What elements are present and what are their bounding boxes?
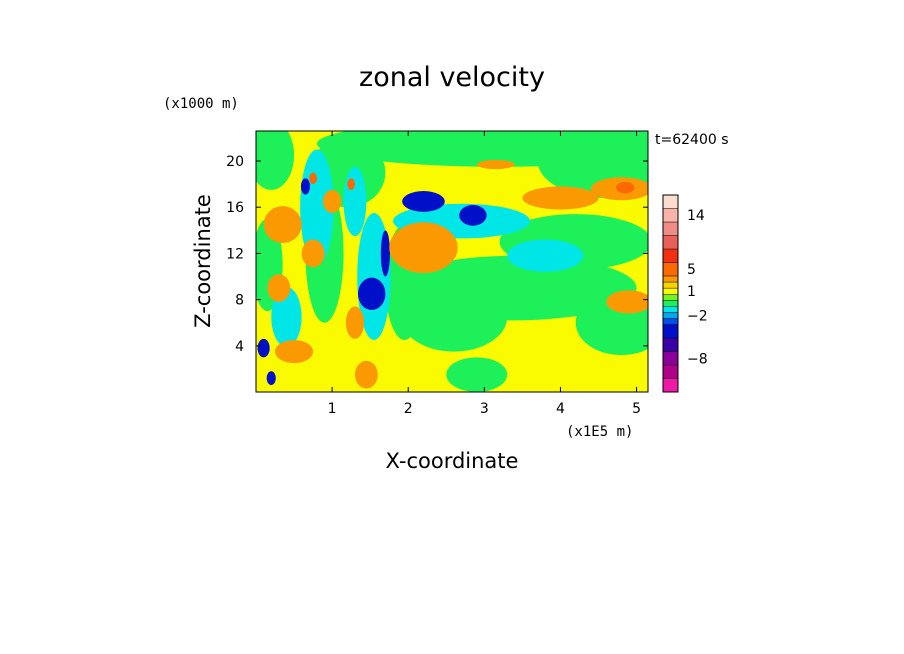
field-region-orange bbox=[263, 206, 302, 244]
colorbar bbox=[662, 194, 679, 393]
colorbar-band bbox=[662, 262, 679, 277]
x-axis-ticks: 1 2 3 4 5 bbox=[328, 131, 641, 417]
x-axis-label: X-coordinate bbox=[386, 449, 519, 473]
field-region-cyan bbox=[300, 149, 334, 265]
colorbar-band bbox=[662, 281, 679, 289]
colorbar-tick-label: −2 bbox=[687, 308, 708, 324]
field-region-blue bbox=[357, 277, 386, 311]
colorbar-tick-label: −8 bbox=[687, 351, 708, 367]
colorbar-band bbox=[662, 324, 679, 339]
field-region-blue bbox=[380, 230, 390, 277]
x-tick-label: 1 bbox=[328, 401, 337, 417]
x-tick-label: 3 bbox=[480, 401, 489, 417]
field-region-orange bbox=[522, 186, 599, 210]
field-region-blue bbox=[402, 191, 445, 212]
y-tick-label: 16 bbox=[226, 200, 244, 216]
colorbar-band bbox=[662, 318, 679, 325]
field-region-blue bbox=[266, 371, 276, 386]
y-tick-label: 8 bbox=[235, 293, 244, 309]
field-region-green bbox=[400, 282, 508, 352]
colorbar-band bbox=[662, 364, 679, 379]
field-region-orange bbox=[606, 290, 648, 314]
colorbar-band bbox=[662, 248, 679, 263]
colorbar-band bbox=[662, 351, 679, 366]
field-region-red bbox=[616, 181, 635, 194]
field-region-blue bbox=[257, 338, 270, 358]
field-region-orange bbox=[345, 306, 365, 339]
field-region-orange bbox=[267, 274, 291, 302]
field-region-orange bbox=[476, 159, 515, 170]
field-region-green bbox=[446, 357, 508, 392]
colorbar-frame bbox=[662, 194, 679, 393]
plot-frame bbox=[255, 130, 649, 393]
field-region-red bbox=[309, 172, 317, 185]
time-label: t=62400 s bbox=[655, 132, 729, 148]
field-region-orange bbox=[301, 239, 325, 268]
colorbar-band bbox=[662, 221, 679, 236]
field-region-blue bbox=[459, 204, 487, 226]
y-axis-label: Z-coordinate bbox=[191, 194, 215, 328]
x-tick-label: 2 bbox=[404, 401, 413, 417]
field-region-orange bbox=[389, 222, 458, 274]
chart-title: zonal velocity bbox=[359, 62, 545, 93]
colorbar-labels: 14 5 1 −2 −8 bbox=[687, 208, 708, 367]
x-tick-label: 5 bbox=[632, 401, 641, 417]
colorbar-tick-label: 5 bbox=[687, 262, 696, 278]
y-unit-label: (x1000 m) bbox=[163, 96, 239, 112]
field-region-orange bbox=[275, 340, 314, 364]
field-region-blue bbox=[300, 178, 311, 195]
field-region-orange bbox=[354, 360, 378, 389]
y-tick-label: 4 bbox=[235, 339, 244, 355]
colorbar-band bbox=[662, 312, 679, 319]
colorbar-tick-label: 1 bbox=[687, 284, 696, 300]
x-tick-label: 4 bbox=[556, 401, 565, 417]
field-region-cyan bbox=[343, 166, 367, 237]
y-axis-ticks: 4 8 12 16 20 bbox=[226, 154, 648, 355]
colorbar-band bbox=[662, 337, 679, 352]
colorbar-tick-label: 14 bbox=[687, 208, 705, 224]
colorbar-band bbox=[662, 208, 679, 223]
colorbar-band bbox=[662, 275, 679, 283]
contour-field bbox=[256, 131, 648, 392]
x-unit-label: (x1E5 m) bbox=[566, 424, 633, 440]
colorbar-band bbox=[662, 300, 679, 307]
field-region-cyan bbox=[507, 239, 584, 272]
colorbar-band bbox=[662, 194, 679, 209]
y-tick-label: 12 bbox=[226, 246, 244, 262]
y-tick-label: 20 bbox=[226, 154, 244, 170]
colorbar-band bbox=[662, 293, 679, 301]
colorbar-band bbox=[662, 235, 679, 250]
colorbar-band bbox=[662, 306, 679, 313]
field-region-orange bbox=[322, 189, 342, 213]
colorbar-band bbox=[662, 287, 679, 295]
colorbar-band bbox=[662, 378, 679, 393]
field-region-red bbox=[347, 178, 355, 190]
field-region-green bbox=[256, 131, 295, 190]
